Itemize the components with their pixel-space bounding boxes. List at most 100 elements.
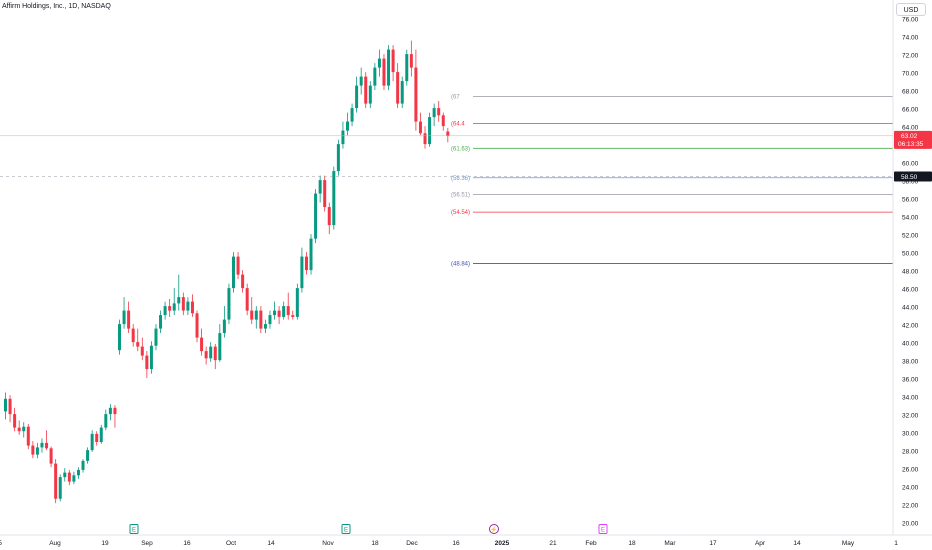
x-tick-label: 5: [0, 540, 2, 547]
candle: [31, 441, 35, 459]
candle: [204, 346, 208, 365]
candle: [86, 447, 90, 464]
candle: [127, 301, 131, 334]
candle: [355, 76, 359, 113]
candle-body: [222, 319, 226, 334]
event-marker[interactable]: ⚡: [489, 524, 499, 534]
y-tick-label: 30.00: [902, 430, 919, 437]
y-tick-label: 32.00: [902, 412, 919, 419]
candle-body: [241, 274, 245, 289]
candle-body: [136, 342, 140, 347]
x-tick-label: 14: [267, 540, 275, 547]
candle-body: [49, 448, 53, 464]
candle: [17, 420, 21, 435]
candle-body: [291, 315, 295, 317]
candle-body: [391, 49, 395, 73]
candle-body: [168, 306, 172, 311]
candle: [222, 306, 226, 338]
y-tick-label: 64.00: [902, 124, 919, 131]
candle: [26, 424, 30, 450]
candle-body: [273, 310, 277, 316]
candle: [400, 76, 404, 109]
candle: [323, 175, 327, 212]
candle-body: [263, 324, 267, 329]
candle: [277, 306, 281, 325]
candle: [195, 310, 199, 343]
candle: [190, 294, 194, 317]
candle-body: [118, 324, 121, 351]
candle: [441, 112, 445, 131]
candle-body: [104, 414, 108, 428]
candle: [232, 252, 235, 293]
candle: [76, 467, 80, 479]
candle: [181, 292, 185, 316]
candle: [90, 430, 94, 452]
y-tick-label: 74.00: [902, 34, 919, 41]
event-label: E: [132, 528, 136, 534]
event-marker[interactable]: E: [598, 524, 608, 534]
candle: [268, 310, 272, 329]
candle-body: [327, 207, 331, 226]
candle-body: [131, 328, 135, 343]
level-label: (61.63): [451, 146, 470, 152]
symbol-title: Affirm Holdings, Inc., 1D, NASDAQ: [2, 3, 111, 10]
candle-body: [441, 115, 445, 127]
candle-body: [72, 475, 76, 482]
event-label: ⚡: [490, 526, 497, 534]
x-tick-label: 21: [549, 540, 557, 547]
candle-body: [277, 310, 281, 317]
crosshair-price-value: 58.50: [901, 174, 918, 181]
candle: [423, 126, 427, 149]
y-tick-label: 56.00: [902, 196, 919, 203]
candle: [300, 247, 304, 293]
candle: [428, 112, 432, 147]
earnings-icon: [341, 524, 351, 534]
candle: [382, 54, 386, 91]
candle-body: [13, 414, 17, 428]
candle: [341, 121, 345, 149]
candle-body: [314, 193, 318, 239]
candle-body: [26, 426, 30, 446]
candle: [437, 100, 441, 122]
event-label: E: [344, 528, 348, 534]
event-markers: E E ⚡ E: [129, 524, 608, 534]
x-tick-label: 1: [894, 540, 898, 547]
x-tick-label: Mar: [664, 540, 676, 547]
candle: [145, 351, 149, 379]
event-marker[interactable]: E: [129, 524, 139, 534]
candle-body: [159, 315, 163, 329]
y-tick-label: 34.00: [902, 394, 919, 401]
candle: [108, 404, 112, 421]
y-tick-label: 22.00: [902, 502, 919, 509]
candle: [118, 319, 121, 355]
y-tick-label: 54.00: [902, 214, 919, 221]
candle: [432, 103, 436, 127]
candle: [350, 103, 354, 127]
event-marker[interactable]: E: [341, 524, 351, 534]
y-tick-label: 66.00: [902, 106, 919, 113]
candle: [113, 405, 117, 428]
level-label: (58.36): [451, 176, 470, 182]
x-tick-label: Oct: [226, 540, 236, 547]
y-tick-label: 76.00: [902, 16, 919, 23]
candle: [49, 446, 53, 468]
candle: [446, 127, 450, 143]
candle: [104, 409, 108, 431]
candle-body: [377, 58, 381, 68]
candle: [336, 139, 340, 176]
candle: [81, 459, 85, 473]
currency-button[interactable]: USD: [896, 3, 926, 16]
candle-body: [405, 54, 409, 82]
candle: [418, 112, 422, 136]
candle-body: [437, 108, 441, 116]
candle-body: [172, 303, 176, 311]
x-tick-label: Nov: [322, 540, 334, 547]
y-tick-label: 20.00: [902, 520, 919, 527]
candle: [314, 189, 318, 244]
y-tick-label: 70.00: [902, 70, 919, 77]
candle: [95, 431, 99, 446]
candle-body: [232, 256, 235, 289]
candle: [154, 324, 158, 351]
candle-body: [63, 472, 67, 478]
